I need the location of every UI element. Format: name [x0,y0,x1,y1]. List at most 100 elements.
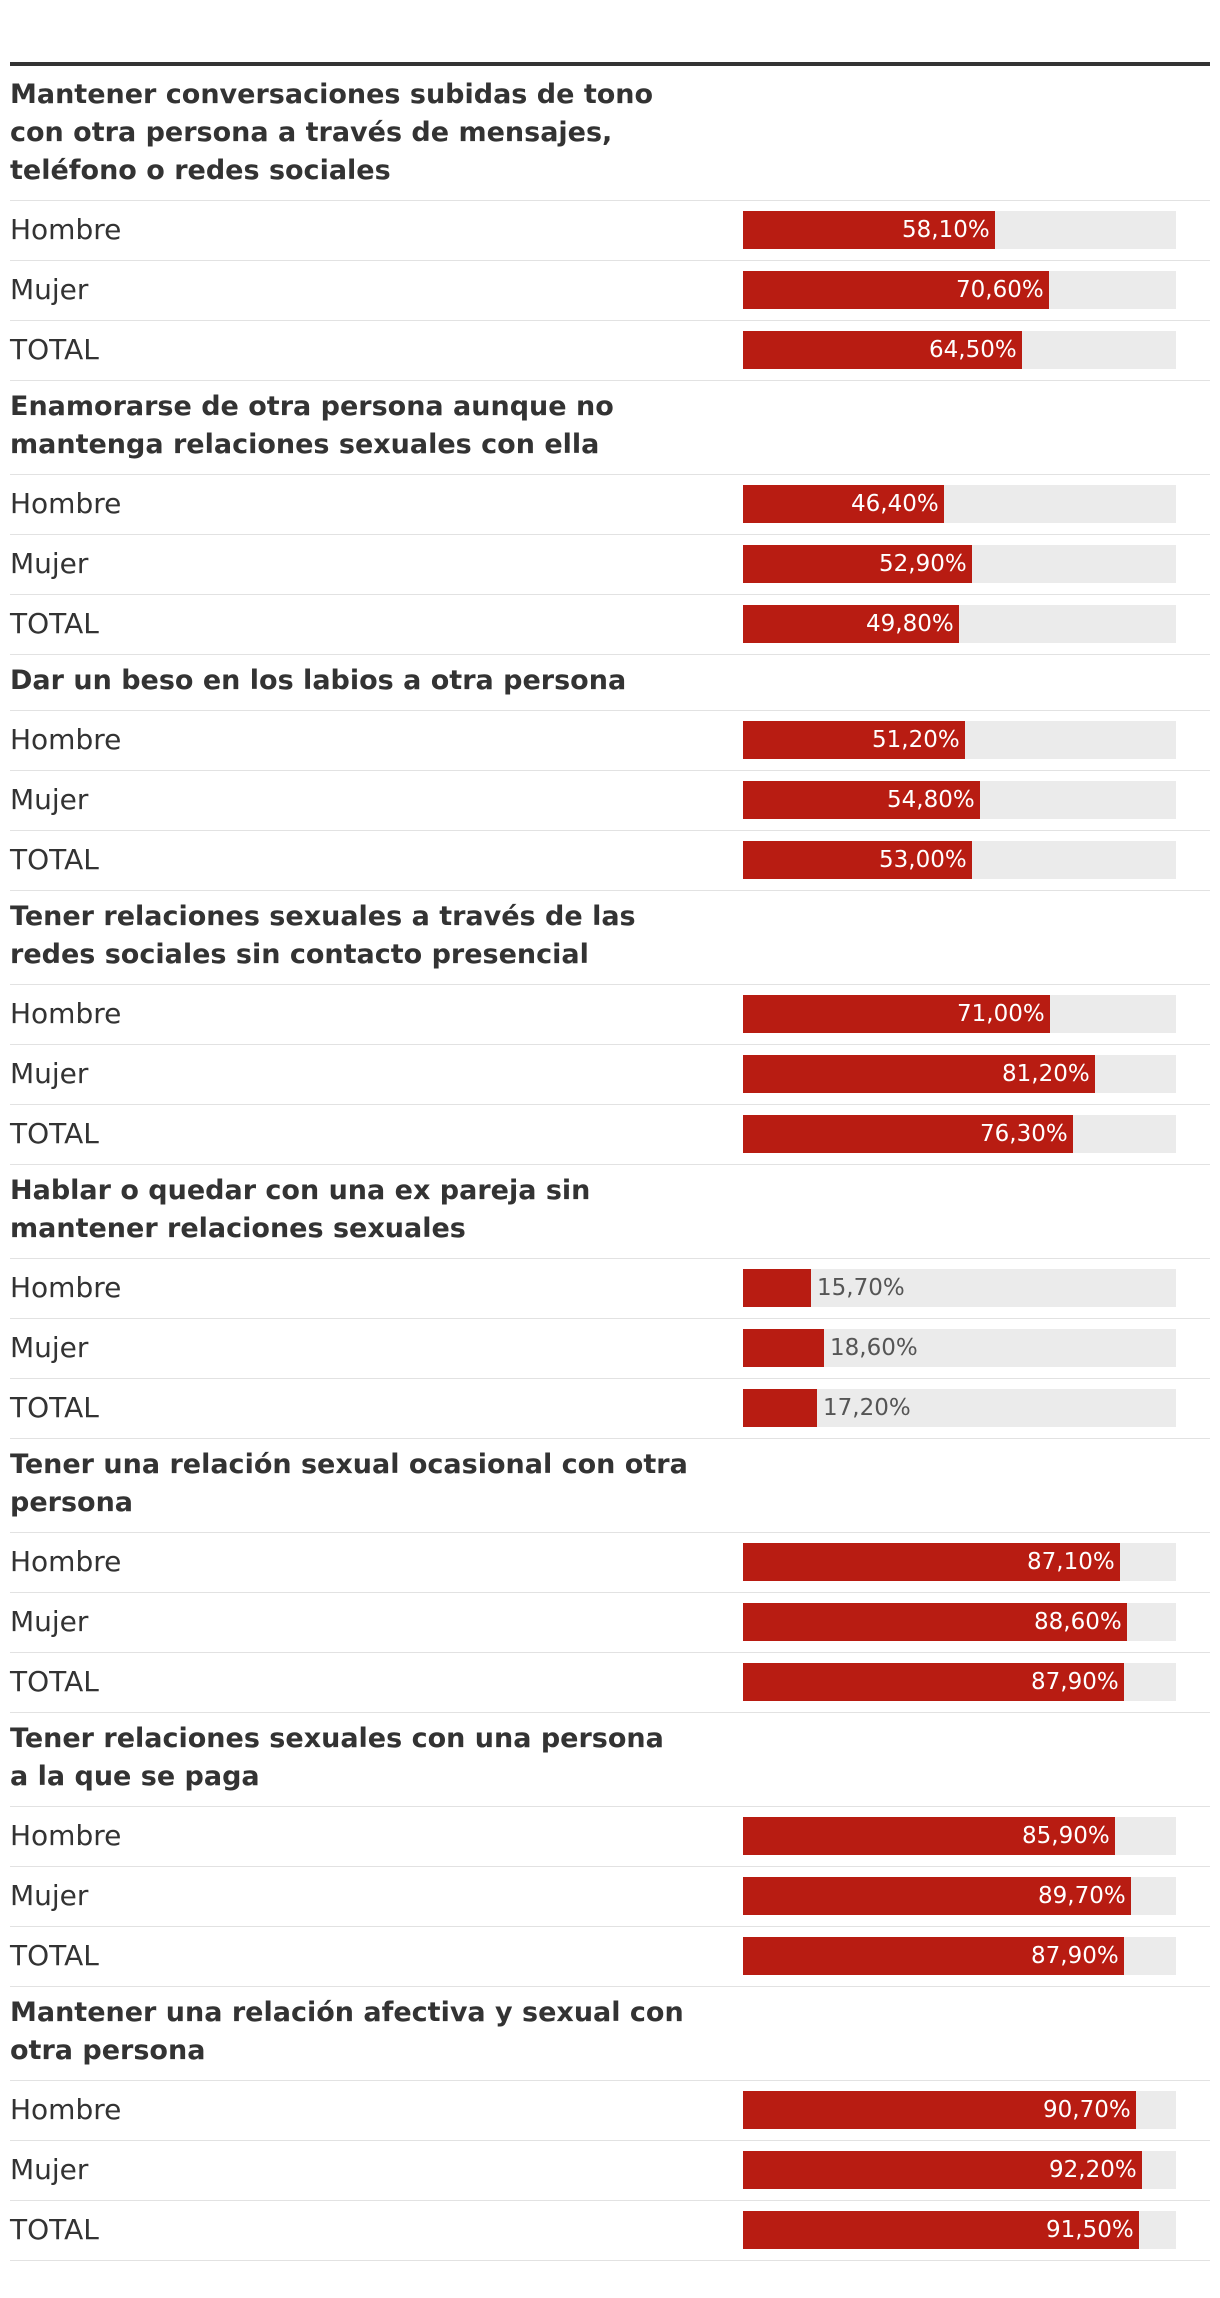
bar [743,1543,1120,1581]
row-divider [10,1104,1210,1105]
row-divider [10,1652,1210,1653]
value-label: 87,10% [1027,1549,1115,1575]
group-title: Tener una relación sexual ocasional con … [10,1449,688,1518]
row-label: TOTAL [10,1939,99,1972]
row-label: TOTAL [10,2213,99,2246]
bar [743,2211,1139,2249]
row-label: Hombre [10,1545,122,1578]
group-title: Enamorarse de otra persona aunque no man… [10,391,614,460]
bar [743,1817,1115,1855]
row-label: Mujer [10,1057,89,1090]
bar [743,1937,1124,1975]
row-label: Mujer [10,273,89,306]
row-divider [10,2080,1210,2081]
row-label: Hombre [10,723,122,756]
row-label: Hombre [10,997,122,1030]
row-divider [10,830,1210,831]
value-label: 91,50% [1046,2217,1134,2243]
bar [743,271,1049,309]
bar [743,1603,1127,1641]
bar [743,1329,824,1367]
row-divider [10,1532,1210,1533]
value-label: 64,50% [929,337,1017,363]
row-label: TOTAL [10,1117,99,1150]
value-label: 49,80% [866,611,954,637]
value-label: 90,70% [1043,2097,1131,2123]
group-title: Mantener una relación afectiva y sexual … [10,1997,684,2066]
row-divider [10,984,1210,985]
row-divider [10,200,1210,201]
row-label: Hombre [10,487,122,520]
row-divider [10,770,1210,771]
group-title: Tener relaciones sexuales con una person… [10,1723,664,1792]
row-label: TOTAL [10,1665,99,1698]
bar [743,1269,811,1307]
row-divider [10,890,1210,891]
bar [743,995,1050,1033]
row-divider [10,1378,1210,1379]
row-label: Mujer [10,1879,89,1912]
bar [743,331,1022,369]
bar [743,1663,1124,1701]
value-label: 88,60% [1034,1609,1122,1635]
bar [743,1877,1131,1915]
row-label: TOTAL [10,333,99,366]
value-label: 76,30% [980,1121,1068,1147]
bar [743,781,980,819]
row-divider [10,1806,1210,1807]
group-title: Mantener conversaciones subidas de tono … [10,79,654,186]
row-divider [10,2140,1210,2141]
value-label: 58,10% [902,217,990,243]
value-label: 85,90% [1022,1823,1110,1849]
bar [743,211,995,249]
value-label: 92,20% [1049,2157,1137,2183]
row-label: Hombre [10,1271,122,1304]
group-title: Hablar o quedar con una ex pareja sin ma… [10,1175,591,1244]
value-label: 52,90% [879,551,967,577]
row-divider [10,1712,1210,1713]
bar [743,721,965,759]
row-divider [10,1592,1210,1593]
row-divider [10,1258,1210,1259]
value-label: 51,20% [872,727,960,753]
bar [743,2151,1142,2189]
row-divider [10,380,1210,381]
bar-track [743,1269,1176,1307]
row-divider [10,534,1210,535]
row-divider [10,1866,1210,1867]
row-divider [10,1438,1210,1439]
row-divider [10,2200,1210,2201]
row-divider [10,654,1210,655]
row-divider [10,710,1210,711]
value-label: 87,90% [1031,1669,1119,1695]
value-label: 71,00% [957,1001,1045,1027]
bar [743,545,972,583]
value-label: 17,20% [823,1395,911,1421]
row-divider [10,260,1210,261]
value-label: 81,20% [1002,1061,1090,1087]
row-divider [10,474,1210,475]
row-label: Hombre [10,213,122,246]
value-label: 54,80% [887,787,975,813]
bar [743,485,944,523]
value-label: 89,70% [1038,1883,1126,1909]
bar [743,1055,1095,1093]
value-label: 87,90% [1031,1943,1119,1969]
row-label: TOTAL [10,843,99,876]
bar [743,1115,1073,1153]
top-rule [10,62,1210,66]
row-divider [10,2260,1210,2261]
row-label: Mujer [10,783,89,816]
group-title: Dar un beso en los labios a otra persona [10,665,627,696]
row-divider [10,1986,1210,1987]
row-label: Mujer [10,2153,89,2186]
row-divider [10,1318,1210,1319]
group-title: Tener relaciones sexuales a través de la… [10,901,636,970]
value-label: 53,00% [879,847,967,873]
row-label: Hombre [10,1819,122,1852]
row-divider [10,1164,1210,1165]
row-divider [10,320,1210,321]
bar [743,1389,817,1427]
row-label: Hombre [10,2093,122,2126]
value-label: 46,40% [851,491,939,517]
